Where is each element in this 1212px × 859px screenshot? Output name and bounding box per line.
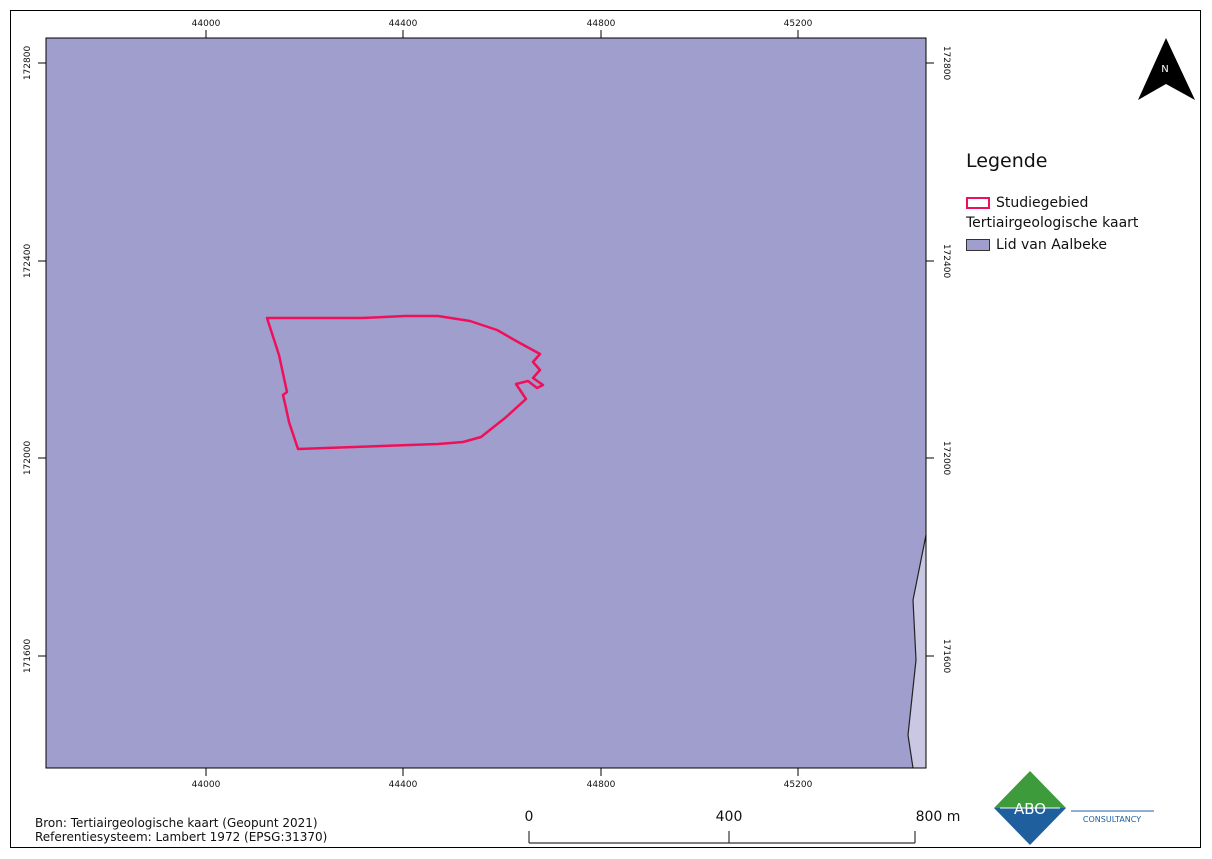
scale-bar: 0 400 800 m bbox=[525, 809, 961, 844]
geology-boundary-line bbox=[907, 534, 927, 769]
x-tick-label-top: 45200 bbox=[784, 19, 813, 29]
legend: Legende Studiegebied Tertiairgeologische… bbox=[966, 150, 1138, 255]
map-border bbox=[45, 37, 927, 769]
legend-item-lid-van-aalbeke: Lid van Aalbeke bbox=[966, 234, 1138, 255]
reference-system-line: Referentiesysteem: Lambert 1972 (EPSG:31… bbox=[35, 830, 328, 844]
scale-label-800: 800 m bbox=[916, 809, 961, 825]
y-tick-label-left: 172800 bbox=[23, 46, 33, 81]
scale-label-0: 0 bbox=[525, 809, 534, 825]
x-tick-label-bottom: 45200 bbox=[784, 780, 813, 790]
source-credits: Bron: Tertiairgeologische kaart (Geopunt… bbox=[35, 816, 327, 844]
north-arrow-icon: N bbox=[1138, 38, 1195, 100]
y-tick-label-right: 172400 bbox=[941, 244, 951, 279]
y-tick-label-right: 172800 bbox=[941, 46, 951, 81]
outline-swatch-icon bbox=[966, 196, 990, 209]
y-tick-label-left: 171600 bbox=[23, 639, 33, 674]
x-tick-label-bottom: 44000 bbox=[192, 780, 221, 790]
legend-item-studiegebied: Studiegebied bbox=[966, 192, 1138, 213]
geology-area bbox=[46, 38, 926, 768]
geology-unit-right bbox=[908, 535, 926, 768]
legend-item-label: Lid van Aalbeke bbox=[996, 236, 1107, 253]
logo-subtext: CONSULTANCY bbox=[1083, 815, 1141, 824]
x-tick-label-top: 44800 bbox=[587, 19, 616, 29]
tick-marks bbox=[38, 30, 934, 776]
legend-title: Legende bbox=[966, 150, 1048, 172]
y-tick-label-left: 172000 bbox=[23, 441, 33, 476]
study-area-outline[interactable] bbox=[265, 314, 545, 451]
north-arrow-label: N bbox=[1161, 64, 1168, 75]
x-tick-label-bottom: 44800 bbox=[587, 780, 616, 790]
x-tick-label-bottom: 44400 bbox=[389, 780, 418, 790]
abo-logo: ABO CONSULTANCY bbox=[994, 771, 1154, 845]
y-tick-label-left: 172400 bbox=[23, 244, 33, 279]
fill-swatch-icon bbox=[966, 238, 990, 251]
logo-text: ABO bbox=[1014, 800, 1046, 818]
y-tick-label-right: 172000 bbox=[941, 441, 951, 476]
legend-group-label: Tertiairgeologische kaart bbox=[966, 215, 1139, 231]
y-tick-label-right: 171600 bbox=[941, 639, 951, 674]
legend-item-label: Studiegebied bbox=[996, 194, 1089, 211]
scale-label-400: 400 bbox=[716, 809, 743, 825]
x-tick-label-top: 44000 bbox=[192, 19, 221, 29]
x-tick-label-top: 44400 bbox=[389, 19, 418, 29]
source-line: Bron: Tertiairgeologische kaart (Geopunt… bbox=[35, 816, 318, 830]
